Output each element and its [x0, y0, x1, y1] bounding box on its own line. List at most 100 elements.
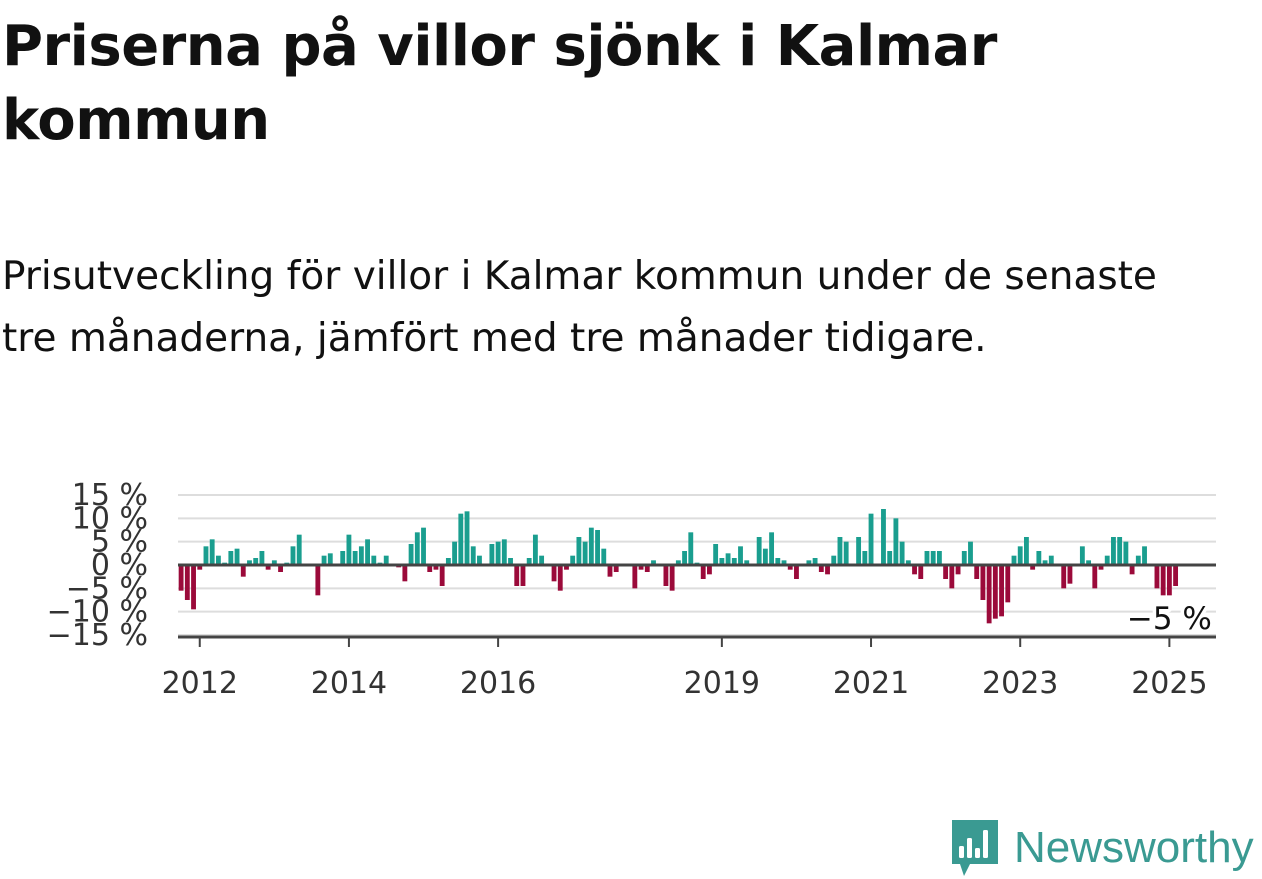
bar — [178, 565, 184, 591]
bar — [887, 551, 893, 565]
bar — [825, 565, 830, 575]
bar — [893, 518, 899, 565]
chart-title: Priserna på villor sjönk i Kalmar kommun — [2, 14, 997, 153]
bar — [881, 509, 886, 565]
x-tick-label: 2012 — [162, 666, 238, 701]
bar — [526, 558, 532, 565]
bar — [427, 565, 433, 572]
bar — [321, 555, 327, 565]
bar — [731, 558, 737, 565]
bar — [327, 553, 333, 565]
y-tick-label: −5 % — [66, 571, 148, 606]
bar — [296, 534, 302, 565]
brand-name: Newsworthy — [1014, 823, 1254, 872]
bar — [259, 551, 265, 565]
bar — [1005, 565, 1011, 603]
bar — [402, 565, 408, 582]
bar — [595, 530, 600, 565]
y-tick-label: 0 % — [91, 548, 148, 583]
bar — [1011, 555, 1017, 565]
bar — [551, 565, 557, 582]
bar — [240, 565, 246, 577]
bar — [191, 565, 196, 610]
bar — [669, 565, 675, 591]
bar — [905, 560, 911, 565]
x-tick-label: 2021 — [833, 666, 909, 701]
chart-zero-line — [178, 563, 1216, 639]
bar — [433, 565, 439, 570]
bar — [961, 551, 967, 565]
bar — [818, 565, 824, 572]
bar — [1166, 565, 1172, 596]
x-tick-label: 2025 — [1131, 666, 1207, 701]
bar — [495, 541, 501, 565]
bar — [197, 565, 203, 570]
bar — [663, 565, 669, 586]
bar — [265, 565, 271, 570]
bar — [974, 565, 980, 579]
bar — [1079, 546, 1085, 565]
bar — [489, 544, 495, 565]
y-tick-label: 10 % — [72, 501, 148, 536]
bar — [843, 541, 849, 565]
bar — [856, 537, 862, 565]
bar — [1061, 565, 1067, 589]
bar — [868, 513, 874, 565]
y-tick-label: −15 % — [47, 618, 148, 653]
x-axis-ticks: 2012 2014 2016 2019 2021 2023 2025 — [162, 637, 1208, 701]
bar — [452, 541, 458, 565]
bar — [831, 555, 837, 565]
bar — [769, 532, 775, 565]
bar — [365, 539, 370, 565]
bar — [464, 511, 470, 565]
bar — [999, 565, 1004, 617]
x-tick-label: 2023 — [982, 666, 1058, 701]
bar — [508, 558, 513, 565]
annotation-label: −5 % — [1127, 601, 1212, 637]
bar — [582, 541, 588, 565]
bar — [383, 555, 389, 565]
bar — [1042, 560, 1048, 565]
bar — [501, 539, 507, 565]
bar — [744, 560, 750, 565]
bar — [271, 560, 277, 565]
bar — [713, 544, 719, 565]
price-change-chart: 15 %10 %5 %0 %−5 %−10 %−15 % 2012 2014 201… — [47, 478, 1216, 701]
y-tick-label: 15 % — [72, 478, 148, 513]
bar — [1067, 565, 1073, 584]
bar — [700, 565, 706, 579]
bar — [439, 565, 445, 586]
bar — [1036, 551, 1042, 565]
bar — [1024, 537, 1029, 565]
bar — [470, 546, 476, 565]
bar — [1030, 565, 1036, 570]
bar — [346, 534, 352, 565]
bar — [613, 565, 619, 572]
bar — [837, 537, 843, 565]
bar — [1104, 555, 1110, 565]
bar — [924, 551, 930, 565]
bar — [247, 560, 252, 565]
bar — [421, 527, 426, 565]
bar — [936, 551, 942, 565]
bar — [234, 548, 240, 565]
bar — [215, 555, 221, 565]
bar — [315, 565, 321, 596]
bar — [203, 546, 209, 565]
bar — [414, 532, 420, 565]
bar — [1111, 537, 1116, 565]
bar — [775, 558, 781, 565]
bar — [290, 546, 296, 565]
bar — [794, 565, 799, 579]
bar — [477, 555, 482, 565]
bar — [532, 534, 538, 565]
bar — [787, 565, 793, 570]
bar — [576, 537, 582, 565]
bar — [632, 565, 638, 589]
bar — [968, 541, 973, 565]
bar — [738, 546, 743, 565]
bar — [352, 551, 358, 565]
bar — [1048, 555, 1054, 565]
bar — [812, 558, 818, 565]
y-tick-label: 5 % — [91, 525, 148, 560]
